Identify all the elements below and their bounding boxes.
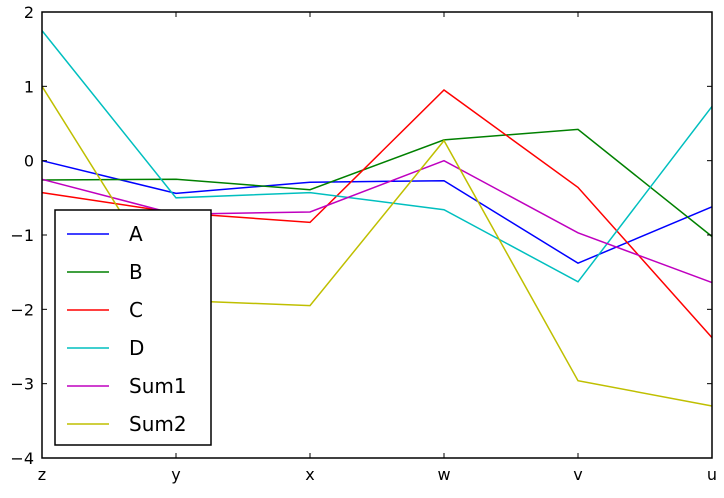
y-tick-label: 2 [24, 3, 34, 22]
series-line-sum1 [41, 159, 713, 284]
legend-label-sum2: Sum2 [129, 412, 187, 436]
y-tick-label: 1 [24, 77, 34, 96]
x-tick-label: y [171, 465, 180, 484]
x-tick-label: v [573, 465, 582, 484]
series-line-d [41, 30, 713, 283]
y-tick-label: −2 [10, 300, 34, 319]
y-tick-label: −3 [10, 375, 34, 394]
x-tick-label: x [305, 465, 314, 484]
tick-layer: 2 1 0 −1 −2 −3 −4z y x w v u [10, 3, 717, 484]
legend-label-a: A [129, 222, 143, 246]
legend-label-sum1: Sum1 [129, 374, 187, 398]
x-tick-label: u [707, 465, 717, 484]
legend-label-b: B [129, 260, 143, 284]
y-tick-label: −4 [10, 449, 34, 468]
x-tick-label: w [437, 465, 450, 484]
y-tick-label: −1 [10, 226, 34, 245]
series-line-b [41, 128, 713, 238]
legend-box [54, 209, 212, 446]
y-tick-label: 0 [24, 152, 34, 171]
legend-label-c: C [129, 298, 143, 322]
legend-label-d: D [129, 336, 144, 360]
x-tick-label: z [38, 465, 46, 484]
